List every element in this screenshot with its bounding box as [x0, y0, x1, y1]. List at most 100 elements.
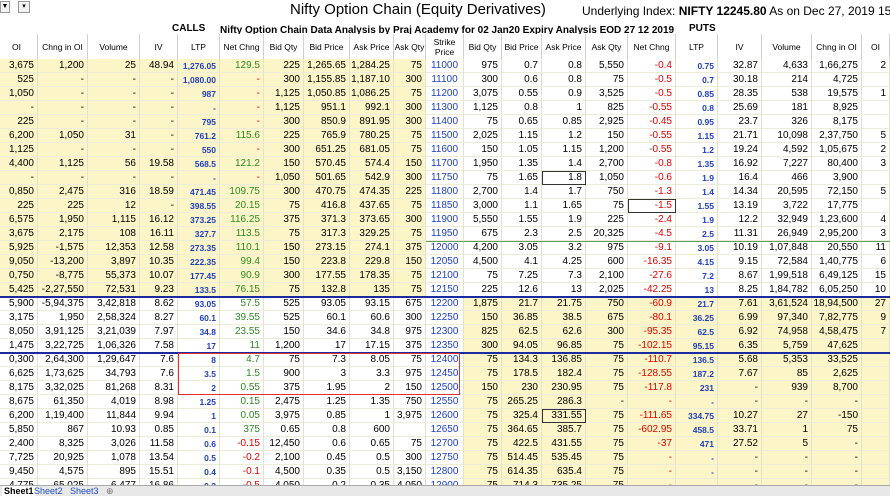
- cell-ask-qty[interactable]: 2,025: [586, 283, 628, 297]
- cell-bid-price[interactable]: 0.7: [502, 59, 542, 73]
- cell-oi[interactable]: 2: [862, 59, 890, 73]
- cell-bid-qty[interactable]: 75: [464, 171, 502, 185]
- cell-net-chng[interactable]: -: [220, 115, 264, 129]
- cell-ask-price[interactable]: 0.9: [542, 87, 586, 101]
- cell-ask-qty[interactable]: 75: [394, 437, 426, 451]
- cell-oi[interactable]: 1,050: [0, 87, 38, 101]
- cell-bid-qty[interactable]: 375: [264, 381, 304, 395]
- cell-bid-qty[interactable]: 675: [464, 227, 502, 241]
- cell-iv[interactable]: 10.27: [718, 409, 762, 423]
- cell-oi[interactable]: 15: [862, 269, 890, 283]
- cell-ask-price[interactable]: 136.85: [542, 353, 586, 367]
- cell-ltp[interactable]: 1: [178, 409, 220, 423]
- cell-ltp[interactable]: 2: [178, 381, 220, 395]
- cell-ltp[interactable]: 1.9: [676, 213, 718, 227]
- cell-oi[interactable]: 3,675: [0, 59, 38, 73]
- cell-bid-qty[interactable]: 1,125: [264, 101, 304, 115]
- cell-volume[interactable]: 4,633: [762, 59, 812, 73]
- cell-chng-in-oi[interactable]: -1,575: [38, 241, 88, 255]
- cell-oi[interactable]: 3: [862, 157, 890, 171]
- cell-ltp[interactable]: 1.35: [676, 157, 718, 171]
- cell-iv[interactable]: -: [140, 171, 178, 185]
- cell-bid-price[interactable]: 317.3: [304, 227, 350, 241]
- cell-net-chng[interactable]: -0.1: [220, 465, 264, 479]
- cell-iv[interactable]: 13.54: [140, 451, 178, 465]
- cell-bid-qty[interactable]: 75: [264, 199, 304, 213]
- cell-bid-qty[interactable]: 3,975: [264, 409, 304, 423]
- cell-volume[interactable]: 466: [762, 171, 812, 185]
- cell-ltp[interactable]: 327.7: [178, 227, 220, 241]
- cell-volume[interactable]: 326: [762, 115, 812, 129]
- cell-ask-qty[interactable]: 375: [394, 339, 426, 353]
- cell-ltp[interactable]: 398.55: [178, 199, 220, 213]
- cell-oi[interactable]: 5,925: [0, 241, 38, 255]
- cell-iv[interactable]: 32.87: [718, 59, 762, 73]
- cell-chng-in-oi[interactable]: 6,05,250: [812, 283, 862, 297]
- cell-volume[interactable]: 3,21,039: [88, 325, 140, 339]
- tab-sheet1[interactable]: Sheet1: [2, 486, 36, 496]
- cell-bid-price[interactable]: 0.6: [304, 437, 350, 451]
- cell-bid-qty[interactable]: 75: [464, 409, 502, 423]
- cell-ltp[interactable]: 1.9: [676, 171, 718, 185]
- cell-chng-in-oi[interactable]: -5,94,375: [38, 297, 88, 311]
- cell-iv[interactable]: 12.58: [140, 241, 178, 255]
- cell-iv[interactable]: -: [140, 73, 178, 87]
- cell-bid-qty[interactable]: 75: [464, 353, 502, 367]
- cell-ask-qty[interactable]: 150: [394, 157, 426, 171]
- cell-bid-price[interactable]: 1.65: [502, 171, 542, 185]
- cell-chng-in-oi[interactable]: 2,95,200: [812, 227, 862, 241]
- cell-chng-in-oi[interactable]: 3,22,725: [38, 339, 88, 353]
- cell-ask-price[interactable]: 437.65: [350, 199, 394, 213]
- cell-ltp[interactable]: 0.7: [676, 73, 718, 87]
- cell-oi[interactable]: 5,900: [0, 297, 38, 311]
- cell-ltp[interactable]: 93.05: [178, 297, 220, 311]
- cell-bid-price[interactable]: 1.35: [502, 157, 542, 171]
- cell-oi[interactable]: 5: [862, 185, 890, 199]
- cell-iv[interactable]: 9.15: [718, 255, 762, 269]
- cell-chng-in-oi[interactable]: 1,200: [38, 59, 88, 73]
- cell-oi[interactable]: 9,450: [0, 465, 38, 479]
- cell-bid-qty[interactable]: 75: [464, 395, 502, 409]
- cell-oi[interactable]: [862, 465, 890, 479]
- cell-net-chng[interactable]: -0.55: [628, 143, 676, 157]
- cell-net-chng[interactable]: 23.55: [220, 325, 264, 339]
- cell-bid-qty[interactable]: 5,550: [464, 213, 502, 227]
- cell-ltp[interactable]: 17: [178, 339, 220, 353]
- cell-ask-qty[interactable]: 75: [586, 465, 628, 479]
- cell-oi[interactable]: 7: [862, 325, 890, 339]
- cell-bid-qty[interactable]: 2,100: [264, 451, 304, 465]
- cell-volume[interactable]: 27: [762, 409, 812, 423]
- cell-bid-price[interactable]: 0.65: [502, 115, 542, 129]
- cell-iv[interactable]: 8.98: [140, 395, 178, 409]
- cell-ask-qty[interactable]: 75: [586, 339, 628, 353]
- cell-volume[interactable]: 5,759: [762, 339, 812, 353]
- cell-volume[interactable]: 72,584: [762, 255, 812, 269]
- cell-ask-price[interactable]: 1.65: [542, 199, 586, 213]
- cell-iv[interactable]: -: [718, 451, 762, 465]
- cell-chng-in-oi[interactable]: -: [812, 465, 862, 479]
- cell-bid-price[interactable]: 1.95: [304, 381, 350, 395]
- cell-ltp[interactable]: 0.75: [676, 59, 718, 73]
- cell-oi[interactable]: 8,675: [0, 395, 38, 409]
- cell-chng-in-oi[interactable]: 1,125: [38, 157, 88, 171]
- cell-oi[interactable]: 0,300: [0, 353, 38, 367]
- cell-ltp[interactable]: 0.95: [676, 115, 718, 129]
- cell-strike-price[interactable]: 11300: [426, 101, 464, 115]
- cell-bid-price[interactable]: 265.25: [502, 395, 542, 409]
- cell-ask-qty[interactable]: 75: [394, 59, 426, 73]
- cell-chng-in-oi[interactable]: -: [812, 451, 862, 465]
- cell-bid-qty[interactable]: 525: [264, 297, 304, 311]
- cell-ask-qty[interactable]: 75: [394, 199, 426, 213]
- cell-net-chng[interactable]: -602.95: [628, 423, 676, 437]
- cell-ltp[interactable]: 1.2: [676, 143, 718, 157]
- cell-net-chng[interactable]: 129.5: [220, 59, 264, 73]
- cell-ask-price[interactable]: 1.9: [542, 213, 586, 227]
- cell-volume[interactable]: -: [88, 87, 140, 101]
- cell-bid-price[interactable]: 0.45: [304, 451, 350, 465]
- cell-ask-price[interactable]: 182.4: [542, 367, 586, 381]
- cell-bid-qty[interactable]: 300: [464, 339, 502, 353]
- cell-ask-price[interactable]: 1,284.25: [350, 59, 394, 73]
- cell-iv[interactable]: 7.61: [718, 297, 762, 311]
- cell-oi[interactable]: 3,675: [0, 227, 38, 241]
- cell-strike-price[interactable]: 11900: [426, 213, 464, 227]
